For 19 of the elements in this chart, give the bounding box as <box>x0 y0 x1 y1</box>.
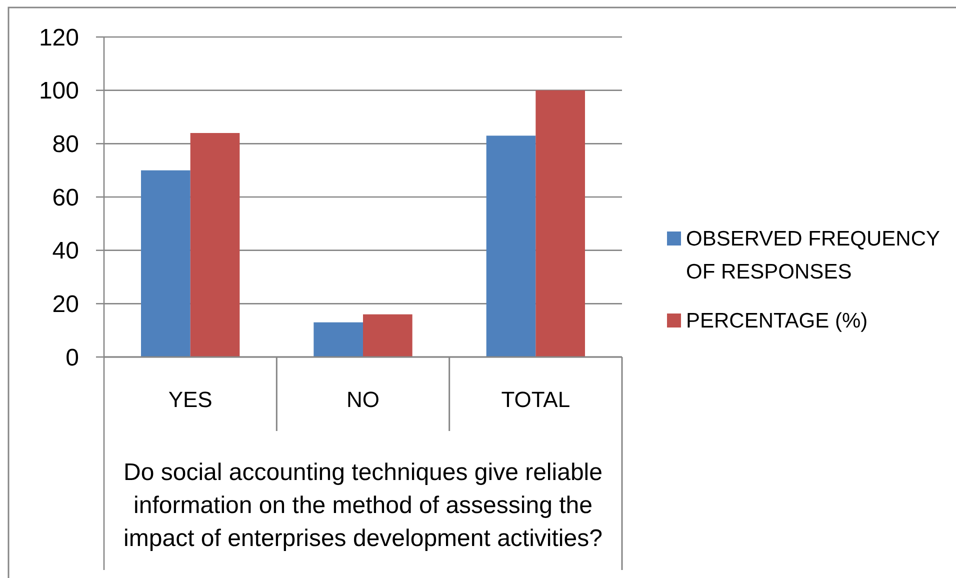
x-axis-title: Do social accounting techniques give reliable information on the method of assessing the impact of enterprises development activities? <box>124 459 602 552</box>
legend-label: OBSERVED FREQUENCY OF RESPONSES <box>686 228 940 284</box>
bar <box>363 314 412 357</box>
legend-label: PERCENTAGE (%) <box>686 310 868 332</box>
y-tick-label: 100 <box>38 78 79 105</box>
bar <box>141 170 190 357</box>
y-tick-label: 60 <box>52 184 79 212</box>
y-tick-label: 0 <box>66 344 79 372</box>
y-tick-label: 20 <box>52 291 79 318</box>
y-tick-label: 80 <box>52 131 79 158</box>
x-tick-label: YES <box>168 387 212 412</box>
y-tick-label: 40 <box>52 238 79 265</box>
bar <box>536 90 585 357</box>
bar <box>314 322 363 357</box>
bar <box>190 133 240 357</box>
y-tick-label: 120 <box>38 24 79 52</box>
x-tick-label: NO <box>346 387 380 412</box>
x-tick-label: TOTAL <box>501 387 570 412</box>
bar <box>486 136 536 357</box>
